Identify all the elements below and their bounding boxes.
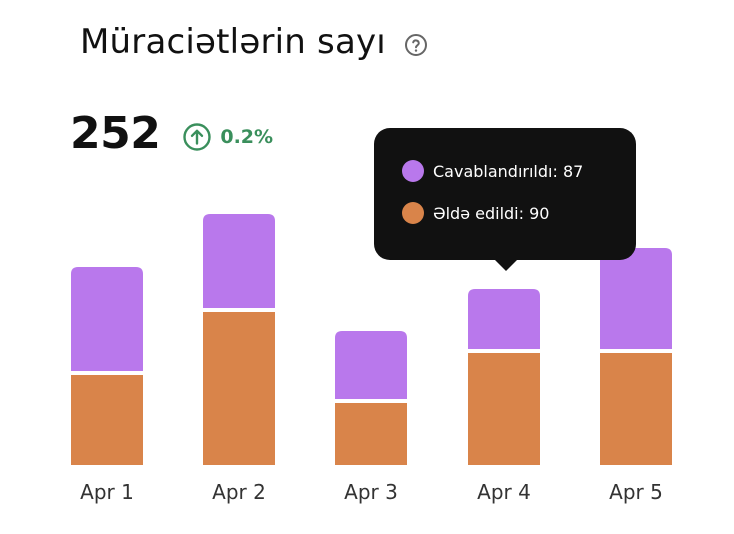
bar-segment-apr-4-cavablandirildi[interactable] xyxy=(468,289,540,349)
bar-segment-apr-2-cavablandirildi[interactable] xyxy=(203,214,275,308)
bar-segment-apr-5-elde-edildi[interactable] xyxy=(600,353,672,465)
bar-segment-apr-4-elde-edildi[interactable] xyxy=(468,353,540,465)
tooltip-label-cavablandirildi: Cavablandırıldı: 87 xyxy=(433,161,584,181)
kpi-block: 252 0.2% xyxy=(70,108,273,159)
bar-segment-apr-3-elde-edildi[interactable] xyxy=(335,403,407,465)
kpi-change: 0.2% xyxy=(182,122,273,152)
chart-title: Müraciətlərin sayı xyxy=(80,22,386,62)
tooltip-dot-cavablandirildi xyxy=(402,160,424,182)
tooltip-row-cavablandirildi: Cavablandırıldı: 87 xyxy=(402,160,583,182)
x-tick-label: Apr 4 xyxy=(477,480,531,504)
kpi-change-value: 0.2% xyxy=(220,125,274,148)
tooltip-row-elde-edildi: Əldə edildi: 90 xyxy=(402,202,549,224)
chart-header: Müraciətlərin sayı xyxy=(80,22,428,62)
bar-segment-apr-3-cavablandirildi[interactable] xyxy=(335,331,407,399)
arrow-up-circle-icon xyxy=(183,122,212,151)
kpi-value: 252 xyxy=(70,108,161,159)
tooltip-dot-elde-edildi xyxy=(402,202,424,224)
x-tick-label: Apr 5 xyxy=(609,480,663,504)
tooltip-label-elde-edildi: Əldə edildi: 90 xyxy=(433,203,550,223)
chart-tooltip: Cavablandırıldı: 87 Əldə edildi: 90 xyxy=(374,128,636,271)
bar-segment-apr-1-cavablandirildi[interactable] xyxy=(71,267,143,371)
help-icon[interactable] xyxy=(404,33,428,57)
x-tick-label: Apr 3 xyxy=(344,480,398,504)
x-tick-label: Apr 2 xyxy=(212,480,266,504)
bar-segment-apr-1-elde-edildi[interactable] xyxy=(71,375,143,465)
x-tick-label: Apr 1 xyxy=(80,480,134,504)
bar-segment-apr-5-cavablandirildi[interactable] xyxy=(600,248,672,349)
bar-segment-apr-2-elde-edildi[interactable] xyxy=(203,312,275,465)
